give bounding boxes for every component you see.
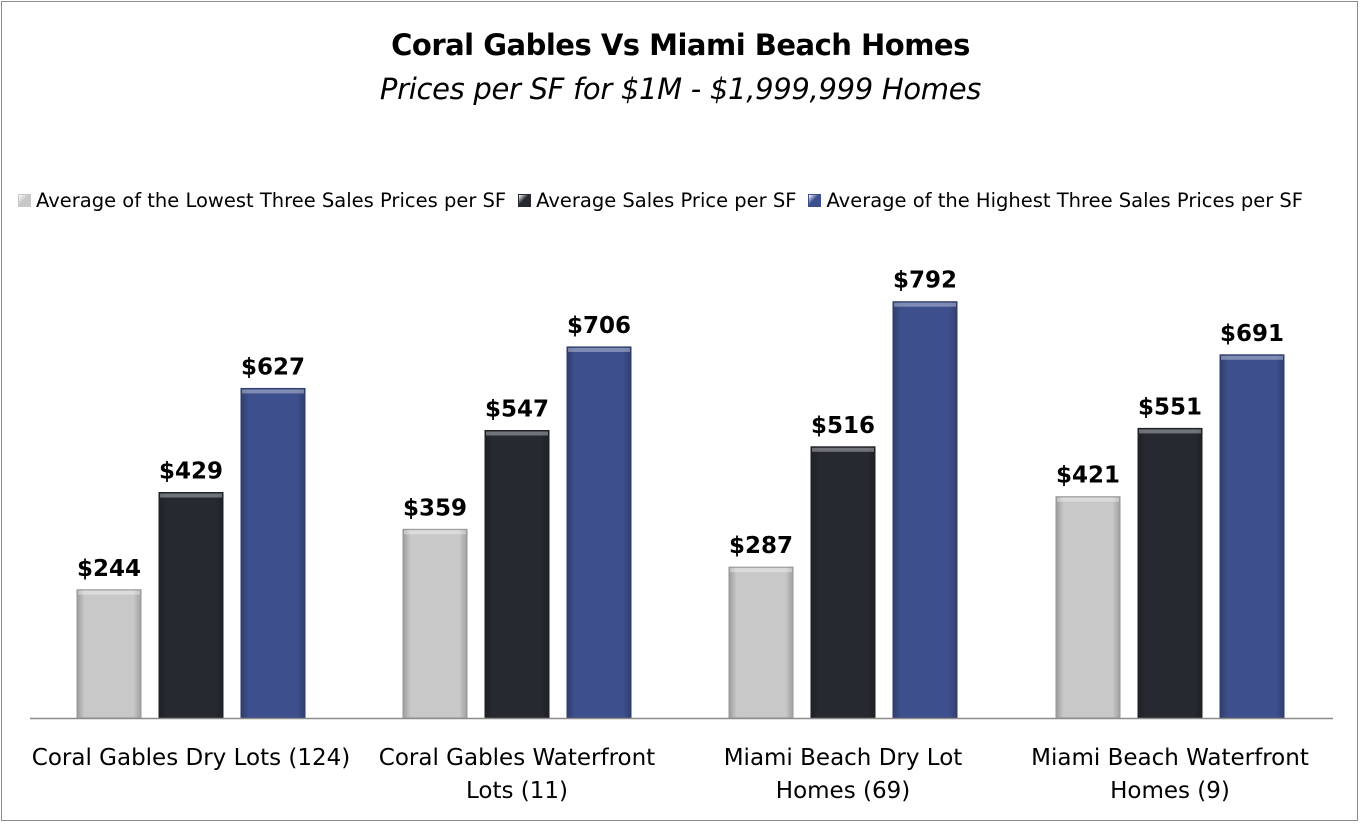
bar-top-highlight-series2-cat1 xyxy=(568,347,630,352)
data-label-series1-cat2: $516 xyxy=(811,413,875,439)
data-label-series0-cat3: $421 xyxy=(1056,463,1120,489)
bar-top-highlight-series1-cat1 xyxy=(486,431,548,436)
bar-series0-cat1 xyxy=(402,528,468,719)
category-label-miami-beach-dry: Miami Beach Dry Lot Homes (69) xyxy=(723,745,963,804)
bar-series2-cat2 xyxy=(892,301,958,719)
bar-series1-cat0 xyxy=(158,492,224,719)
legend-label-average: Average Sales Price per SF xyxy=(536,188,797,212)
category-label-coral-gables-dry: Coral Gables Dry Lots (124) xyxy=(31,745,351,771)
bar-top-highlight-series1-cat0 xyxy=(160,493,222,498)
data-label-series0-cat1: $359 xyxy=(403,495,467,521)
data-label-series1-cat0: $429 xyxy=(159,459,223,485)
bar-top-highlight-series2-cat3 xyxy=(1221,355,1283,360)
bar-series2-cat1 xyxy=(566,346,632,719)
chart-subtitle: Prices per SF for $1M - $1,999,999 Homes xyxy=(379,72,982,106)
chart-legend: Average of the Lowest Three Sales Prices… xyxy=(18,186,1315,214)
bar-top-highlight-series1-cat2 xyxy=(812,447,874,452)
data-label-series1-cat3: $551 xyxy=(1138,394,1202,420)
legend-item-highest: Average of the Highest Three Sales Price… xyxy=(808,189,1303,212)
category-label-coral-gables-waterfront: Coral Gables Waterfront Lots (11) xyxy=(378,745,656,804)
legend-swatch-average xyxy=(518,193,532,207)
legend-label-highest: Average of the Highest Three Sales Price… xyxy=(826,188,1304,212)
bar-series2-cat0 xyxy=(240,387,306,719)
bar-top-highlight-series0-cat0 xyxy=(78,590,140,595)
bar-top-highlight-series0-cat3 xyxy=(1057,497,1119,502)
data-label-series2-cat1: $706 xyxy=(567,313,631,339)
bar-series1-cat2 xyxy=(810,446,876,719)
bar-series0-cat2 xyxy=(728,566,794,719)
legend-item-lowest: Average of the Lowest Three Sales Prices… xyxy=(18,189,506,212)
data-label-series1-cat1: $547 xyxy=(485,396,549,422)
bar-series1-cat1 xyxy=(484,429,550,719)
bar-series2-cat3 xyxy=(1219,354,1285,719)
legend-item-average: Average Sales Price per SF xyxy=(518,189,796,212)
legend-label-lowest: Average of the Lowest Three Sales Prices… xyxy=(36,188,507,212)
data-label-series2-cat0: $627 xyxy=(241,354,305,380)
bar-top-highlight-series0-cat2 xyxy=(730,568,792,573)
bar-series0-cat0 xyxy=(76,589,142,719)
legend-swatch-lowest xyxy=(18,193,31,207)
category-label-miami-beach-waterfront: Miami Beach Waterfront Homes (9) xyxy=(1031,745,1309,804)
bar-top-highlight-series1-cat3 xyxy=(1139,429,1201,434)
bar-series0-cat3 xyxy=(1055,496,1121,719)
legend-swatch-highest xyxy=(808,193,822,207)
bar-top-highlight-series0-cat1 xyxy=(404,530,466,535)
bar-series1-cat3 xyxy=(1137,427,1203,719)
bar-top-highlight-series2-cat2 xyxy=(894,302,956,307)
data-label-series0-cat2: $287 xyxy=(729,533,793,559)
data-label-series2-cat2: $792 xyxy=(893,268,957,294)
chart-title: Coral Gables Vs Miami Beach Homes xyxy=(391,28,970,62)
bar-top-highlight-series2-cat0 xyxy=(242,389,304,394)
data-label-series0-cat0: $244 xyxy=(77,556,141,582)
data-label-series2-cat3: $691 xyxy=(1220,321,1284,347)
